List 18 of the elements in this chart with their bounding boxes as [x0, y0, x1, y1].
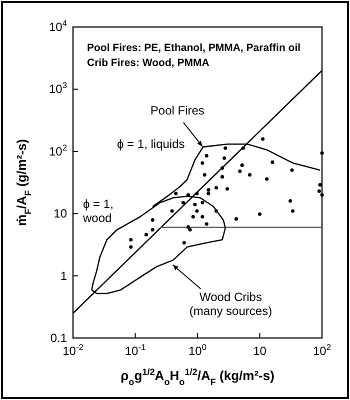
x-tick-label: 10$^{0}$ [188, 342, 207, 358]
x-tick-label: 10$^{2}$ [312, 342, 332, 358]
y-tick-label: 1 [60, 268, 68, 283]
x-tick-label: 10$^{-2}$ [62, 342, 84, 358]
y-tick-label: 10$^{4}$ [48, 18, 68, 34]
annotation: Crib Fires: Wood, PMMA [87, 57, 210, 69]
y-tick-label: 10 [54, 206, 68, 221]
y-tick-label: 10$^{2}$ [48, 142, 68, 158]
annotation: Wood Cribs (many sources) [189, 290, 272, 318]
annotation: Pool Fires [150, 103, 204, 118]
annotation: ϕ = 1, wood [82, 197, 114, 225]
y-tick-label: 10$^{3}$ [48, 80, 68, 96]
y-tick-label: 0.1 [50, 331, 68, 345]
annotation: Pool Fires: PE, Ethanol, PMMA, Paraffin oil [87, 42, 301, 54]
annotation: ϕ = 1, liquids [117, 137, 185, 151]
x-tick-label: 10 [253, 344, 267, 358]
x-tick-label: 10$^{-1}$ [124, 342, 146, 358]
text: ρ$_{o}$g$^{1/2}$A$_{o}$H$_{o}$$^{1/2}$/A$_{F}$ (kg/m²-s) [120, 367, 274, 387]
